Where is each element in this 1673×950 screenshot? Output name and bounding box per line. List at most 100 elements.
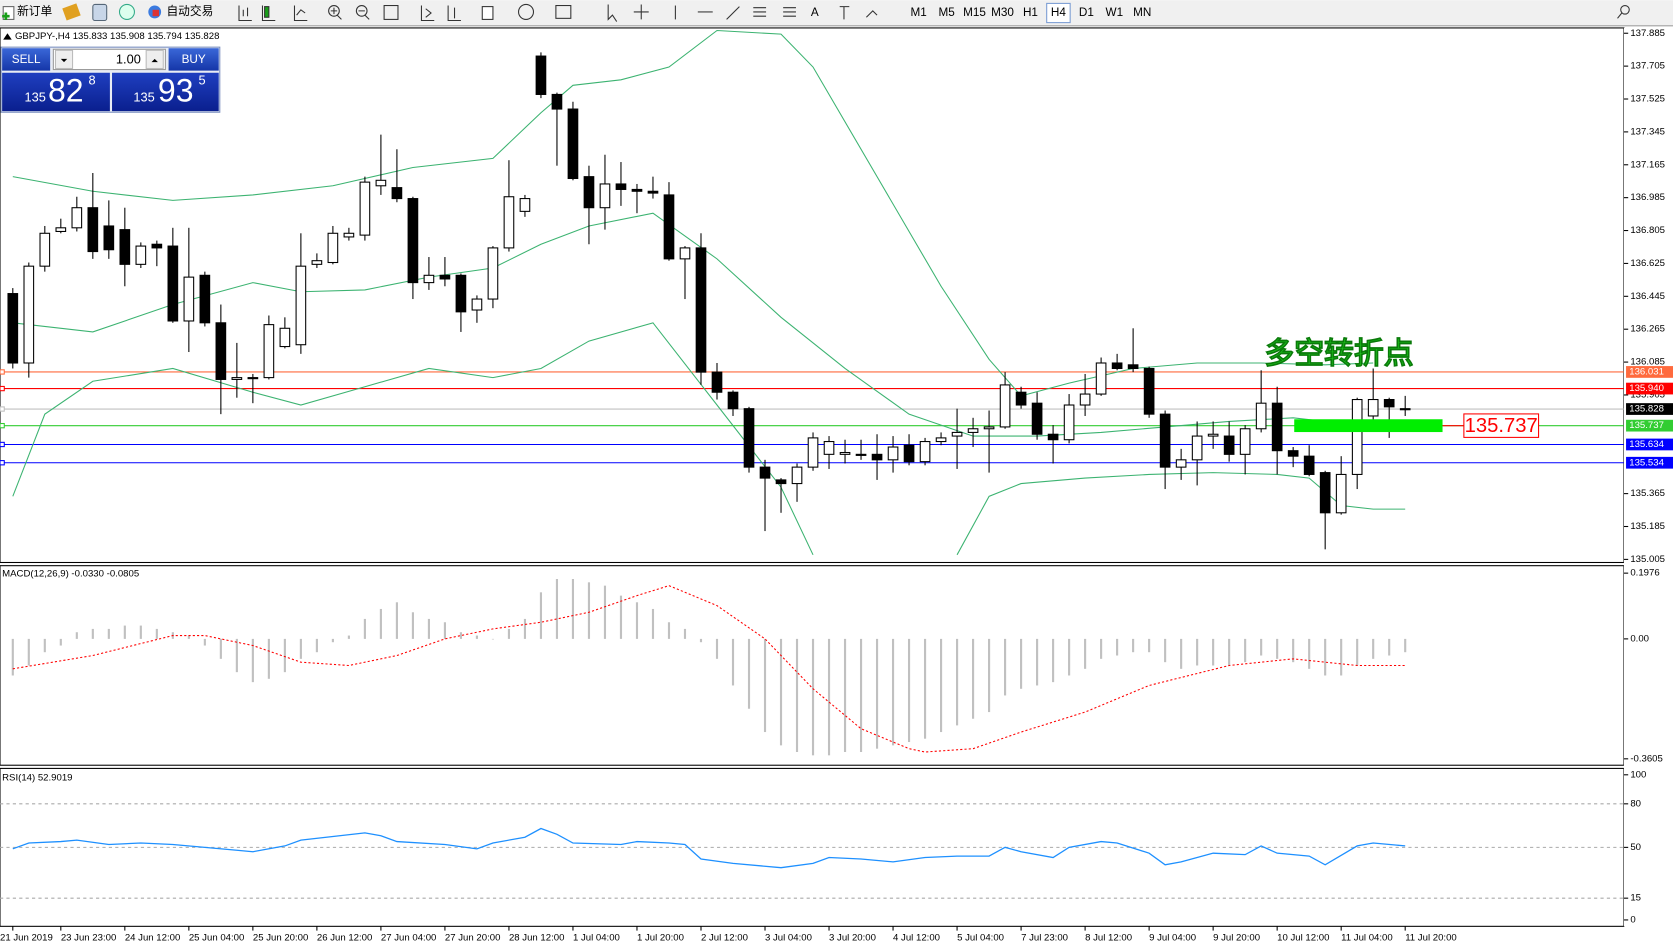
price-label: 135.534: [1629, 457, 1664, 468]
sell-button[interactable]: [2, 48, 51, 71]
macd-bar: [667, 622, 671, 639]
candle-body: [599, 183, 611, 209]
timeframe-button[interactable]: M15: [963, 6, 986, 19]
candle-body: [1255, 402, 1267, 430]
new-order-label[interactable]: 新订单: [17, 4, 52, 18]
macd-bar: [395, 602, 398, 639]
icon[interactable]: [92, 3, 108, 22]
macd-bar: [747, 638, 751, 709]
macd-bar: [651, 608, 655, 639]
macd-bar: [779, 638, 783, 746]
macd-bar: [27, 638, 30, 666]
macd-bar: [507, 628, 511, 639]
candle-body: [7, 293, 19, 364]
auto-trading-button[interactable]: 自动交易: [148, 4, 213, 19]
candle-body: [103, 225, 115, 251]
macd-bar: [235, 638, 238, 673]
auto-trading-label[interactable]: 自动交易: [166, 4, 213, 18]
timeframe-button[interactable]: M5: [938, 6, 955, 19]
macd-bar: [1356, 638, 1359, 666]
macd-bar: [1244, 638, 1247, 663]
price-label: 136.031: [1629, 366, 1664, 377]
timeframe-button[interactable]: M1: [911, 6, 927, 19]
macd-bar: [443, 622, 446, 639]
ask-pip[interactable]: 5: [198, 73, 205, 88]
candle-body: [743, 408, 755, 468]
candle-body: [407, 198, 419, 284]
macd-bar: [411, 612, 414, 639]
bid-big[interactable]: 82: [48, 72, 84, 108]
rsi-line: [12, 827, 1406, 869]
macd-bar: [75, 632, 78, 639]
new-order-button[interactable]: 新订单: [2, 4, 53, 20]
bid-prefix[interactable]: 135: [25, 90, 46, 105]
timeframe-button[interactable]: M30: [991, 6, 1014, 19]
price-label: 135.828: [1629, 404, 1664, 415]
macd-bar: [219, 638, 222, 659]
macd-bar: [619, 595, 623, 639]
candle-body: [1399, 408, 1411, 411]
timeframe-button[interactable]: H4: [1051, 6, 1066, 19]
bid-pip[interactable]: 8: [89, 73, 96, 88]
x-tick-label: 27 Jun 20:00: [445, 933, 500, 944]
macd-bar: [539, 592, 543, 639]
y-tick-label: 137.525: [1630, 94, 1665, 105]
y-tick-label: 50: [1630, 842, 1641, 853]
candle-body: [967, 428, 979, 433]
lots-value[interactable]: 1.00: [116, 51, 141, 66]
icon[interactable]: [62, 3, 81, 21]
x-tick-label: 27 Jun 04:00: [381, 933, 436, 944]
ask-prefix[interactable]: 135: [133, 90, 154, 105]
candle-body: [839, 451, 851, 455]
collapse-arrow[interactable]: [3, 33, 12, 40]
x-tick-label: 8 Jul 12:00: [1085, 933, 1132, 944]
text-tool[interactable]: A: [811, 6, 819, 19]
x-tick-label: 5 Jul 04:00: [957, 933, 1004, 944]
icon[interactable]: [118, 3, 135, 20]
y-tick-label: 0: [1630, 914, 1635, 925]
timeframe-button[interactable]: H1: [1023, 6, 1038, 19]
price-label-box: [1626, 382, 1673, 395]
candle-body: [1191, 435, 1203, 461]
annotation-price: 135.737: [1465, 415, 1538, 437]
y-tick-label: 137.165: [1630, 159, 1665, 170]
candle-body: [519, 198, 531, 212]
x-tick-label: 9 Jul 04:00: [1149, 933, 1196, 944]
candle-body: [1223, 435, 1235, 455]
x-tick-label: 10 Jul 12:00: [1277, 933, 1329, 944]
candle-body: [135, 245, 147, 265]
timeframe-button[interactable]: D1: [1079, 6, 1094, 19]
macd-bar: [1372, 638, 1375, 659]
y-tick-label: 135.005: [1630, 554, 1665, 565]
macd-bar: [1212, 638, 1215, 666]
price-label-box: [1626, 438, 1673, 451]
annotation-text: 多空转折点: [1264, 337, 1413, 370]
timeframe-button[interactable]: MN: [1133, 6, 1151, 19]
macd-bar: [923, 638, 927, 739]
macd-bar: [1180, 638, 1183, 669]
macd-bar: [1292, 638, 1295, 663]
bollinger-band: [12, 212, 1406, 437]
sell-label[interactable]: SELL: [12, 53, 41, 66]
ask-big[interactable]: 93: [158, 72, 194, 108]
candle-body: [1063, 404, 1075, 441]
macd-bar: [843, 638, 847, 753]
buy-button[interactable]: [168, 48, 219, 71]
arrow-down: [60, 58, 68, 63]
bid-box[interactable]: [2, 72, 110, 112]
candle-body: [1303, 455, 1315, 475]
macd-bar: [1276, 638, 1279, 659]
macd-bar: [603, 585, 607, 639]
candle-body: [1111, 362, 1123, 370]
ask-box[interactable]: [112, 72, 219, 112]
x-tick-label: 24 Jun 12:00: [125, 933, 180, 944]
lots-input[interactable]: [52, 48, 166, 71]
candle-body: [791, 466, 803, 485]
price-axis-area: [1623, 27, 1673, 927]
candle-body: [439, 274, 451, 280]
timeframe-button[interactable]: W1: [1106, 6, 1124, 19]
macd-bar: [1084, 638, 1087, 669]
tool-icons[interactable]: [238, 3, 1630, 22]
buy-label[interactable]: BUY: [182, 53, 206, 66]
candle-body: [903, 444, 915, 463]
